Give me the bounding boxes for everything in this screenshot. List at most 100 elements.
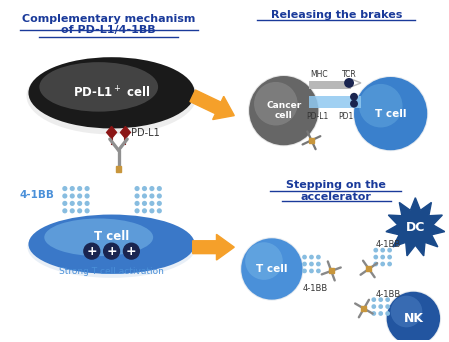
Circle shape [142,194,147,199]
Circle shape [387,262,392,266]
Circle shape [157,194,162,199]
Text: +: + [126,245,136,258]
Text: +: + [87,245,97,258]
Circle shape [379,297,383,302]
Circle shape [135,186,140,191]
Bar [361,306,366,311]
Text: 4-1BB: 4-1BB [376,240,401,249]
Ellipse shape [28,57,195,129]
Ellipse shape [40,62,158,111]
Circle shape [123,243,139,259]
Text: Complementary mechanism
of PD-L1/4-1BB: Complementary mechanism of PD-L1/4-1BB [22,14,195,35]
Text: T cell: T cell [256,264,288,274]
Circle shape [385,304,390,309]
Circle shape [374,255,378,260]
Polygon shape [106,127,117,139]
Circle shape [84,243,100,259]
Text: DC: DC [405,221,425,234]
Circle shape [254,82,298,126]
Circle shape [309,268,314,273]
Polygon shape [120,127,130,139]
Text: T cell: T cell [94,230,129,243]
Circle shape [142,186,147,191]
Text: T cell: T cell [375,109,406,119]
Text: Cancer
cell: Cancer cell [266,101,301,120]
Circle shape [380,255,385,260]
Circle shape [350,100,358,108]
Bar [309,96,361,108]
Text: +: + [106,245,117,258]
Circle shape [70,194,75,199]
Ellipse shape [26,57,197,134]
Circle shape [380,262,385,266]
Circle shape [302,255,307,260]
Circle shape [84,208,90,213]
Circle shape [142,208,147,213]
Circle shape [350,93,358,101]
Circle shape [371,311,376,316]
Circle shape [302,262,307,266]
Circle shape [302,268,307,273]
Circle shape [249,76,318,145]
Text: accelerator: accelerator [301,192,372,202]
Text: Strong T cell activation: Strong T cell activation [59,267,164,276]
Circle shape [104,243,119,259]
Circle shape [62,201,67,206]
Circle shape [354,77,427,150]
Circle shape [380,248,385,252]
Text: 4-1BB: 4-1BB [303,284,328,293]
Circle shape [241,238,303,300]
Circle shape [371,304,376,309]
Circle shape [62,186,67,191]
Circle shape [135,208,140,213]
Circle shape [142,201,147,206]
Polygon shape [386,198,445,256]
Ellipse shape [27,216,196,278]
Circle shape [84,201,90,206]
Circle shape [385,297,390,302]
Circle shape [157,186,162,191]
Circle shape [386,291,441,342]
Bar [309,137,314,143]
Text: MHC: MHC [311,69,328,79]
Circle shape [316,268,321,273]
Bar [309,85,351,89]
Bar [366,266,371,272]
Circle shape [385,311,390,316]
Circle shape [77,194,82,199]
Text: PD-L1: PD-L1 [132,128,160,139]
Circle shape [359,84,402,128]
Circle shape [316,262,321,266]
Circle shape [150,194,154,199]
Circle shape [387,255,392,260]
Circle shape [391,296,422,327]
Text: TCR: TCR [342,69,357,79]
Circle shape [150,186,154,191]
Circle shape [150,208,154,213]
Circle shape [344,78,354,88]
Circle shape [62,194,67,199]
Ellipse shape [28,214,195,274]
Text: NK: NK [403,312,423,325]
Circle shape [135,194,140,199]
Circle shape [371,297,376,302]
Circle shape [77,201,82,206]
Circle shape [62,208,67,213]
Circle shape [157,201,162,206]
Circle shape [309,262,314,266]
Circle shape [374,248,378,252]
Text: Stepping on the: Stepping on the [286,180,386,190]
Circle shape [70,201,75,206]
Text: Releasing the brakes: Releasing the brakes [270,10,402,20]
Circle shape [84,186,90,191]
Circle shape [245,242,283,280]
Circle shape [77,208,82,213]
Circle shape [316,255,321,260]
FancyArrow shape [190,90,234,120]
Circle shape [135,201,140,206]
Bar [116,166,121,172]
Circle shape [84,194,90,199]
Circle shape [240,237,304,301]
Circle shape [70,186,75,191]
Circle shape [387,292,440,342]
